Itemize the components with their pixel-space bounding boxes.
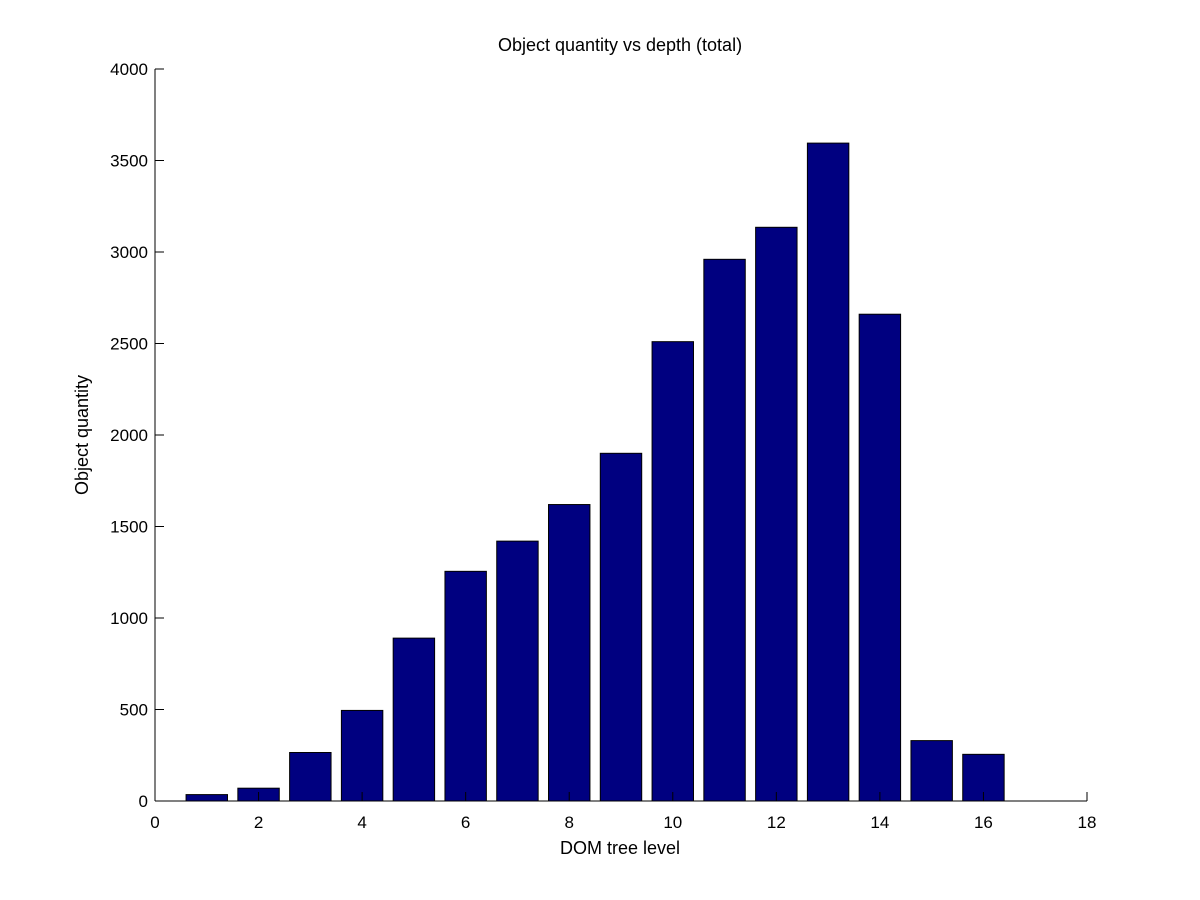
x-tick-label: 4 [357,813,366,832]
bars-group [185,142,1005,802]
y-tick-label: 4000 [110,60,148,79]
y-tick-label: 0 [139,792,148,811]
x-tick-label: 14 [870,813,889,832]
x-axis-title: DOM tree level [560,838,680,858]
bar-level-11 [703,258,746,802]
y-tick-label: 3000 [110,243,148,262]
bar-level-10 [651,341,694,802]
bar-level-1 [185,794,228,802]
y-tick-label: 1000 [110,609,148,628]
bar-level-12 [755,226,798,802]
x-tick-label: 2 [254,813,263,832]
chart-title: Object quantity vs depth (total) [498,35,742,55]
x-tick-label: 10 [663,813,682,832]
y-tick-label: 2000 [110,426,148,445]
x-tick-label: 6 [461,813,470,832]
bar-level-4 [340,709,384,802]
x-tick-label: 18 [1078,813,1097,832]
bar-level-3 [289,752,332,802]
y-tick-label: 1500 [110,518,148,537]
bar-level-7 [496,540,539,802]
bar-level-5 [392,637,436,802]
bar-level-9 [599,452,643,802]
x-tick-label: 0 [150,813,159,832]
x-tick-label: 16 [974,813,993,832]
y-tick-label: 500 [120,701,148,720]
axes-group: 0 2 4 6 8 10 12 14 16 18 0 500 1000 1500 2000 2500 3000 3… [110,60,1096,832]
y-tick-label: 2500 [110,335,148,354]
y-tick-label: 3500 [110,152,148,171]
bar-level-6 [444,570,487,802]
y-axis-title: Object quantity [72,375,92,495]
bar-level-14 [858,313,902,802]
bar-level-8 [548,504,591,802]
bar-level-13 [806,142,850,802]
x-tick-label: 8 [564,813,573,832]
x-tick-label: 12 [767,813,786,832]
bar-level-15 [910,740,953,802]
